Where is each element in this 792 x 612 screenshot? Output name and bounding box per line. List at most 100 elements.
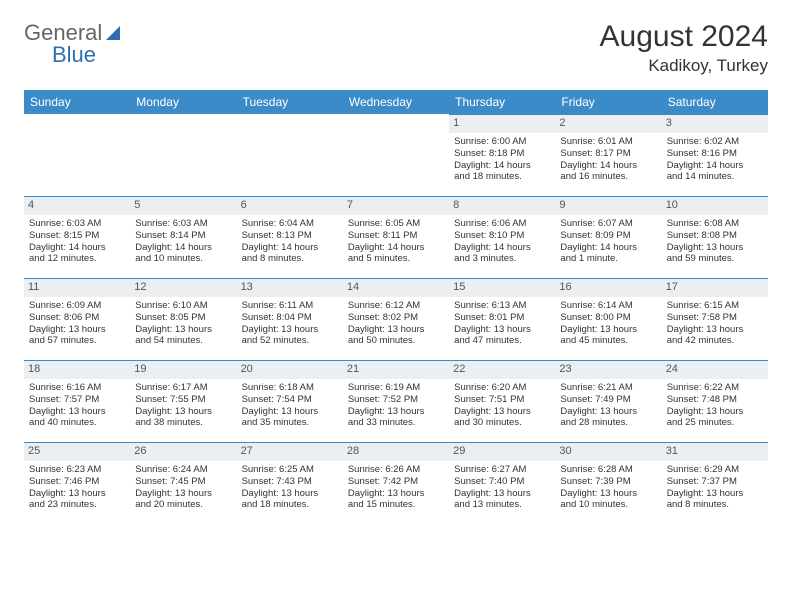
cell-line: and 10 minutes. bbox=[560, 499, 656, 511]
cell-content: Sunrise: 6:20 AMSunset: 7:51 PMDaylight:… bbox=[454, 382, 550, 430]
cell-line: Sunset: 7:57 PM bbox=[29, 394, 125, 406]
cell-line: Sunset: 7:48 PM bbox=[667, 394, 763, 406]
cell-line: Sunset: 7:42 PM bbox=[348, 476, 444, 488]
calendar-cell: 30Sunrise: 6:28 AMSunset: 7:39 PMDayligh… bbox=[555, 442, 661, 524]
day-number: 5 bbox=[130, 196, 236, 215]
cell-line: Sunrise: 6:01 AM bbox=[560, 136, 656, 148]
cell-line: and 8 minutes. bbox=[667, 499, 763, 511]
cell-content: Sunrise: 6:02 AMSunset: 8:16 PMDaylight:… bbox=[667, 136, 763, 184]
day-number: 31 bbox=[662, 442, 768, 461]
day-number: 25 bbox=[24, 442, 130, 461]
day-number: 18 bbox=[24, 360, 130, 379]
cell-line: Sunrise: 6:03 AM bbox=[135, 218, 231, 230]
cell-line: and 1 minute. bbox=[560, 253, 656, 265]
day-number: 29 bbox=[449, 442, 555, 461]
cell-content: Sunrise: 6:10 AMSunset: 8:05 PMDaylight:… bbox=[135, 300, 231, 348]
day-number: 17 bbox=[662, 278, 768, 297]
cell-line: Sunrise: 6:03 AM bbox=[29, 218, 125, 230]
calendar-cell: 24Sunrise: 6:22 AMSunset: 7:48 PMDayligh… bbox=[662, 360, 768, 442]
cell-line: and 16 minutes. bbox=[560, 171, 656, 183]
cell-line: Daylight: 13 hours bbox=[667, 406, 763, 418]
cell-line: Daylight: 13 hours bbox=[348, 488, 444, 500]
cell-line: Sunrise: 6:12 AM bbox=[348, 300, 444, 312]
day-number: 3 bbox=[662, 114, 768, 133]
cell-line: Sunset: 7:40 PM bbox=[454, 476, 550, 488]
day-header: Saturday bbox=[662, 90, 768, 114]
cell-line: and 5 minutes. bbox=[348, 253, 444, 265]
cell-line: Daylight: 13 hours bbox=[135, 488, 231, 500]
calendar-cell: 14Sunrise: 6:12 AMSunset: 8:02 PMDayligh… bbox=[343, 278, 449, 360]
cell-line: Sunset: 7:51 PM bbox=[454, 394, 550, 406]
calendar-table: SundayMondayTuesdayWednesdayThursdayFrid… bbox=[24, 90, 768, 524]
cell-line: and 15 minutes. bbox=[348, 499, 444, 511]
calendar-cell: 29 Sunrise: 6:27 AMSunset: 7:40 PMDayligh… bbox=[449, 442, 555, 524]
calendar-cell: 9Sunrise: 6:07 AMSunset: 8:09 PMDaylight… bbox=[555, 196, 661, 278]
cell-content: Sunrise: 6:22 AMSunset: 7:48 PMDaylight:… bbox=[667, 382, 763, 430]
cell-line: Sunrise: 6:21 AM bbox=[560, 382, 656, 394]
location: Kadikoy, Turkey bbox=[600, 56, 768, 76]
day-header: Wednesday bbox=[343, 90, 449, 114]
cell-line: and 35 minutes. bbox=[242, 417, 338, 429]
calendar-cell: 2Sunrise: 6:01 AMSunset: 8:17 PMDaylight… bbox=[555, 114, 661, 196]
day-number: 26 bbox=[130, 442, 236, 461]
cell-line: Sunrise: 6:02 AM bbox=[667, 136, 763, 148]
cell-line: Sunrise: 6:06 AM bbox=[454, 218, 550, 230]
cell-content: Sunrise: 6:04 AMSunset: 8:13 PMDaylight:… bbox=[242, 218, 338, 266]
day-header: Sunday bbox=[24, 90, 130, 114]
calendar-cell: 8Sunrise: 6:06 AMSunset: 8:10 PMDaylight… bbox=[449, 196, 555, 278]
cell-line: Sunset: 8:08 PM bbox=[667, 230, 763, 242]
cell-line: Sunrise: 6:17 AM bbox=[135, 382, 231, 394]
cell-line: Sunset: 8:04 PM bbox=[242, 312, 338, 324]
day-number: 30 bbox=[555, 442, 661, 461]
cell-line: Sunset: 8:16 PM bbox=[667, 148, 763, 160]
day-number: 13 bbox=[237, 278, 343, 297]
cell-line: Daylight: 14 hours bbox=[454, 160, 550, 172]
cell-line: Sunset: 7:45 PM bbox=[135, 476, 231, 488]
calendar-cell: 26Sunrise: 6:24 AMSunset: 7:45 PMDayligh… bbox=[130, 442, 236, 524]
cell-line: Daylight: 14 hours bbox=[348, 242, 444, 254]
day-header: Tuesday bbox=[237, 90, 343, 114]
calendar-cell: 21Sunrise: 6:19 AMSunset: 7:52 PMDayligh… bbox=[343, 360, 449, 442]
cell-content: Sunrise: 6:03 AMSunset: 8:15 PMDaylight:… bbox=[29, 218, 125, 266]
cell-line: Sunrise: 6:08 AM bbox=[667, 218, 763, 230]
cell-line: Sunrise: 6:26 AM bbox=[348, 464, 444, 476]
calendar-cell: 18 Sunrise: 6:16 AMSunset: 7:57 PMDayligh… bbox=[24, 360, 130, 442]
logo-triangle-icon bbox=[106, 26, 120, 40]
cell-line: Sunrise: 6:07 AM bbox=[560, 218, 656, 230]
cell-line: and 8 minutes. bbox=[242, 253, 338, 265]
cell-line: Daylight: 13 hours bbox=[560, 488, 656, 500]
cell-line: and 40 minutes. bbox=[29, 417, 125, 429]
cell-content: Sunrise: 6:26 AMSunset: 7:42 PMDaylight:… bbox=[348, 464, 444, 512]
logo-text-2: Blue bbox=[52, 42, 120, 68]
cell-content: Sunrise: 6:16 AMSunset: 7:57 PMDaylight:… bbox=[29, 382, 125, 430]
cell-line: Daylight: 13 hours bbox=[135, 406, 231, 418]
cell-content: Sunrise: 6:21 AMSunset: 7:49 PMDaylight:… bbox=[560, 382, 656, 430]
cell-content: Sunrise: 6:14 AMSunset: 8:00 PMDaylight:… bbox=[560, 300, 656, 348]
calendar-week: 11Sunrise: 6:09 AMSunset: 8:06 PMDayligh… bbox=[24, 278, 768, 360]
cell-line: Sunset: 8:00 PM bbox=[560, 312, 656, 324]
cell-line: Daylight: 13 hours bbox=[667, 488, 763, 500]
cell-line: Daylight: 14 hours bbox=[454, 242, 550, 254]
cell-line: and 57 minutes. bbox=[29, 335, 125, 347]
cell-line: Daylight: 13 hours bbox=[454, 406, 550, 418]
cell-line: and 54 minutes. bbox=[135, 335, 231, 347]
day-number: 19 bbox=[130, 360, 236, 379]
calendar-cell: 16Sunrise: 6:14 AMSunset: 8:00 PMDayligh… bbox=[555, 278, 661, 360]
cell-line: Daylight: 13 hours bbox=[242, 488, 338, 500]
cell-line: Sunset: 7:39 PM bbox=[560, 476, 656, 488]
cell-line: Sunset: 8:05 PM bbox=[135, 312, 231, 324]
cell-content: Sunrise: 6:27 AMSunset: 7:40 PMDaylight:… bbox=[454, 464, 550, 512]
cell-line: and 3 minutes. bbox=[454, 253, 550, 265]
cell-line: Sunrise: 6:00 AM bbox=[454, 136, 550, 148]
cell-line: Sunset: 7:55 PM bbox=[135, 394, 231, 406]
cell-line: Daylight: 13 hours bbox=[454, 488, 550, 500]
calendar-cell: 11Sunrise: 6:09 AMSunset: 8:06 PMDayligh… bbox=[24, 278, 130, 360]
cell-line: Daylight: 13 hours bbox=[242, 406, 338, 418]
cell-content: Sunrise: 6:18 AMSunset: 7:54 PMDaylight:… bbox=[242, 382, 338, 430]
cell-content: Sunrise: 6:29 AMSunset: 7:37 PMDaylight:… bbox=[667, 464, 763, 512]
cell-line: Daylight: 13 hours bbox=[667, 242, 763, 254]
calendar-cell: 3 Sunrise: 6:02 AMSunset: 8:16 PMDaylight… bbox=[662, 114, 768, 196]
day-number: 8 bbox=[449, 196, 555, 215]
calendar-week: 4Sunrise: 6:03 AMSunset: 8:15 PMDaylight… bbox=[24, 196, 768, 278]
cell-line: and 25 minutes. bbox=[667, 417, 763, 429]
